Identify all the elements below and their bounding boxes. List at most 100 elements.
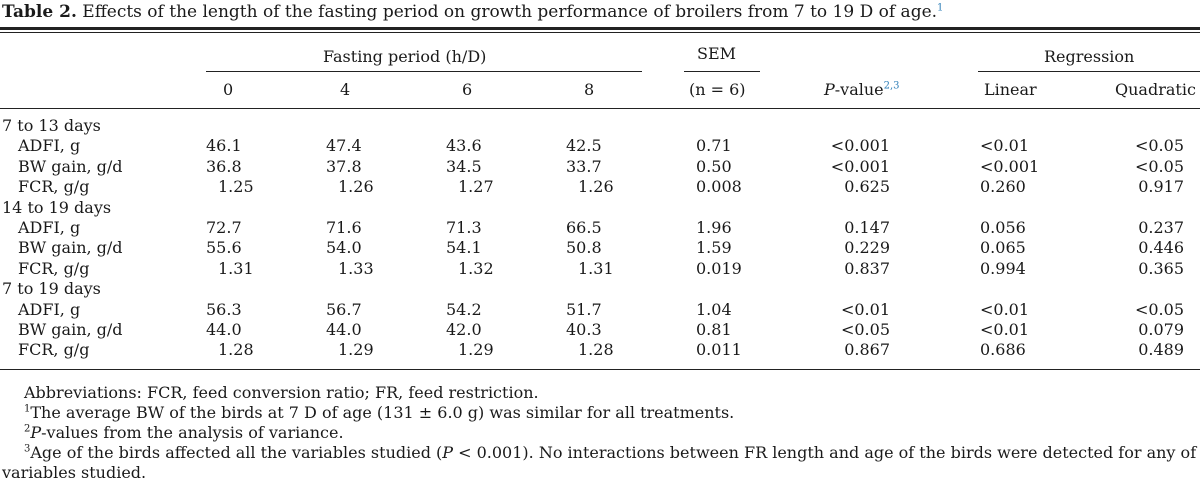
- period-6-cell: 71.3: [446, 218, 482, 237]
- period-8-cell: 1.31: [578, 258, 614, 278]
- period-0-cell: 55.6: [206, 238, 242, 258]
- pvalue-cell: 0.229: [844, 238, 890, 258]
- period-8-cell: 66.5: [566, 218, 602, 237]
- pvalue-cell: <0.01: [840, 299, 890, 319]
- period-4-header: 4: [340, 80, 351, 99]
- period-8-cell: 40.3: [566, 320, 602, 339]
- row-label: FCR, g/g: [18, 177, 90, 197]
- period-4-cell: 54.0: [326, 238, 362, 258]
- sem-cell: 0.019: [696, 258, 742, 278]
- pvalue-cell: 0.837: [844, 258, 890, 278]
- period-6-cell: 34.5: [446, 156, 482, 176]
- footnote-1-text: The average BW of the birds at 7 D of ag…: [30, 403, 735, 422]
- footnote-1: 1The average BW of the birds at 7 D of a…: [24, 403, 734, 423]
- period-8-cell: 33.7: [566, 156, 602, 176]
- top-thick-rule: [0, 27, 1200, 30]
- linear-cell: 0.994: [980, 258, 1026, 278]
- pvalue-cell: 0.867: [844, 340, 890, 360]
- row-label: BW gain, g/d: [18, 238, 123, 258]
- period-6-cell: 54.2: [446, 299, 482, 319]
- period-4-cell: 37.8: [326, 156, 362, 176]
- footnote-2: 2P-values from the analysis of variance.: [24, 423, 344, 443]
- sem-cell: 0.50: [696, 156, 732, 176]
- period-8-cell: 50.8: [566, 238, 602, 258]
- sem-cell: 1.04: [696, 299, 732, 319]
- sem-n-header: (n = 6): [689, 80, 746, 99]
- period-0-cell: 56.3: [206, 299, 242, 319]
- caption-text: Effects of the length of the fasting per…: [76, 2, 938, 22]
- caption-label: Table 2.: [2, 2, 77, 22]
- quadratic-cell: <0.05: [1134, 136, 1184, 156]
- sem-cell: 1.96: [696, 218, 732, 237]
- quadratic-cell: 0.237: [1138, 218, 1184, 237]
- period-4-cell: 47.4: [326, 136, 362, 156]
- footnote-3-mark: 3: [24, 443, 31, 455]
- pvalue-cell: <0.001: [830, 156, 890, 176]
- section-label: 7 to 13 days: [2, 116, 101, 135]
- section-label: 7 to 19 days: [2, 279, 101, 299]
- footnote-2-italic-p: P: [30, 423, 42, 442]
- sem-header: SEM: [697, 44, 737, 63]
- period-6-cell: 1.29: [458, 340, 494, 360]
- period-6-cell: 54.1: [446, 238, 482, 258]
- period-8-cell: 1.26: [578, 177, 614, 197]
- top-thin-rule: [0, 32, 1200, 33]
- linear-cell: <0.001: [980, 156, 1040, 176]
- quadratic-cell: 0.079: [1138, 320, 1184, 339]
- sem-cell: 0.71: [696, 136, 732, 156]
- quadratic-cell: 0.489: [1138, 340, 1184, 360]
- regression-header: Regression: [1044, 47, 1135, 66]
- header-bottom-rule: [0, 108, 1200, 109]
- period-4-cell: 44.0: [326, 320, 362, 339]
- fasting-period-header: Fasting period (h/D): [323, 47, 487, 66]
- period-6-cell: 1.32: [458, 258, 494, 278]
- footnote-abbreviations: Abbreviations: FCR, feed conversion rati…: [24, 383, 539, 402]
- period-0-cell: 46.1: [206, 136, 242, 156]
- pvalue-italic-p: P: [824, 80, 835, 99]
- table-caption: Table 2. Effects of the length of the fa…: [2, 1, 943, 23]
- linear-cell: <0.01: [980, 136, 1030, 156]
- row-label: BW gain, g/d: [18, 156, 123, 176]
- linear-cell: 0.056: [980, 218, 1026, 237]
- row-label: FCR, g/g: [18, 258, 90, 278]
- quadratic-cell: 0.365: [1138, 258, 1184, 278]
- linear-cell: <0.01: [980, 320, 1030, 339]
- footnote-3-continued: variables studied.: [2, 463, 147, 482]
- period-4-cell: 71.6: [326, 218, 362, 237]
- period-0-header: 0: [223, 80, 234, 99]
- period-0-cell: 1.31: [218, 258, 254, 278]
- fasting-span-rule: [206, 71, 642, 72]
- period-8-cell: 42.5: [566, 136, 602, 156]
- row-label: FCR, g/g: [18, 340, 90, 360]
- period-4-cell: 56.7: [326, 299, 362, 319]
- footnote-3: 3Age of the birds affected all the varia…: [24, 443, 1200, 463]
- period-0-cell: 36.8: [206, 156, 242, 176]
- footnote-2-mark: 2: [24, 423, 31, 435]
- pvalue-label-rest: -value: [834, 80, 884, 99]
- row-label: ADFI, g: [18, 136, 81, 156]
- linear-cell: <0.01: [980, 299, 1030, 319]
- period-0-cell: 1.28: [218, 340, 254, 360]
- quadratic-header: Quadratic: [1115, 80, 1196, 99]
- period-4-cell: 1.33: [338, 258, 374, 278]
- quadratic-cell: <0.05: [1134, 299, 1184, 319]
- pvalue-note-link[interactable]: 2,3: [883, 80, 900, 92]
- period-0-cell: 1.25: [218, 177, 254, 197]
- pvalue-cell: <0.05: [840, 320, 890, 339]
- quadratic-cell: 0.446: [1138, 238, 1184, 258]
- row-label: BW gain, g/d: [18, 320, 123, 339]
- period-6-header: 6: [462, 80, 473, 99]
- period-6-cell: 43.6: [446, 136, 482, 156]
- caption-note-link[interactable]: 1: [937, 2, 944, 14]
- footnote-3-text-a: Age of the birds affected all the variab…: [30, 443, 443, 462]
- sem-cell: 0.008: [696, 177, 742, 197]
- linear-cell: 0.686: [980, 340, 1026, 360]
- sem-cell: 0.011: [696, 340, 742, 360]
- row-label: ADFI, g: [18, 218, 81, 237]
- quadratic-cell: <0.05: [1134, 156, 1184, 176]
- sem-cell: 0.81: [696, 320, 732, 339]
- quadratic-cell: 0.917: [1138, 177, 1184, 197]
- period-0-cell: 72.7: [206, 218, 242, 237]
- period-0-cell: 44.0: [206, 320, 242, 339]
- footnote-2-text: -values from the analysis of variance.: [41, 423, 344, 442]
